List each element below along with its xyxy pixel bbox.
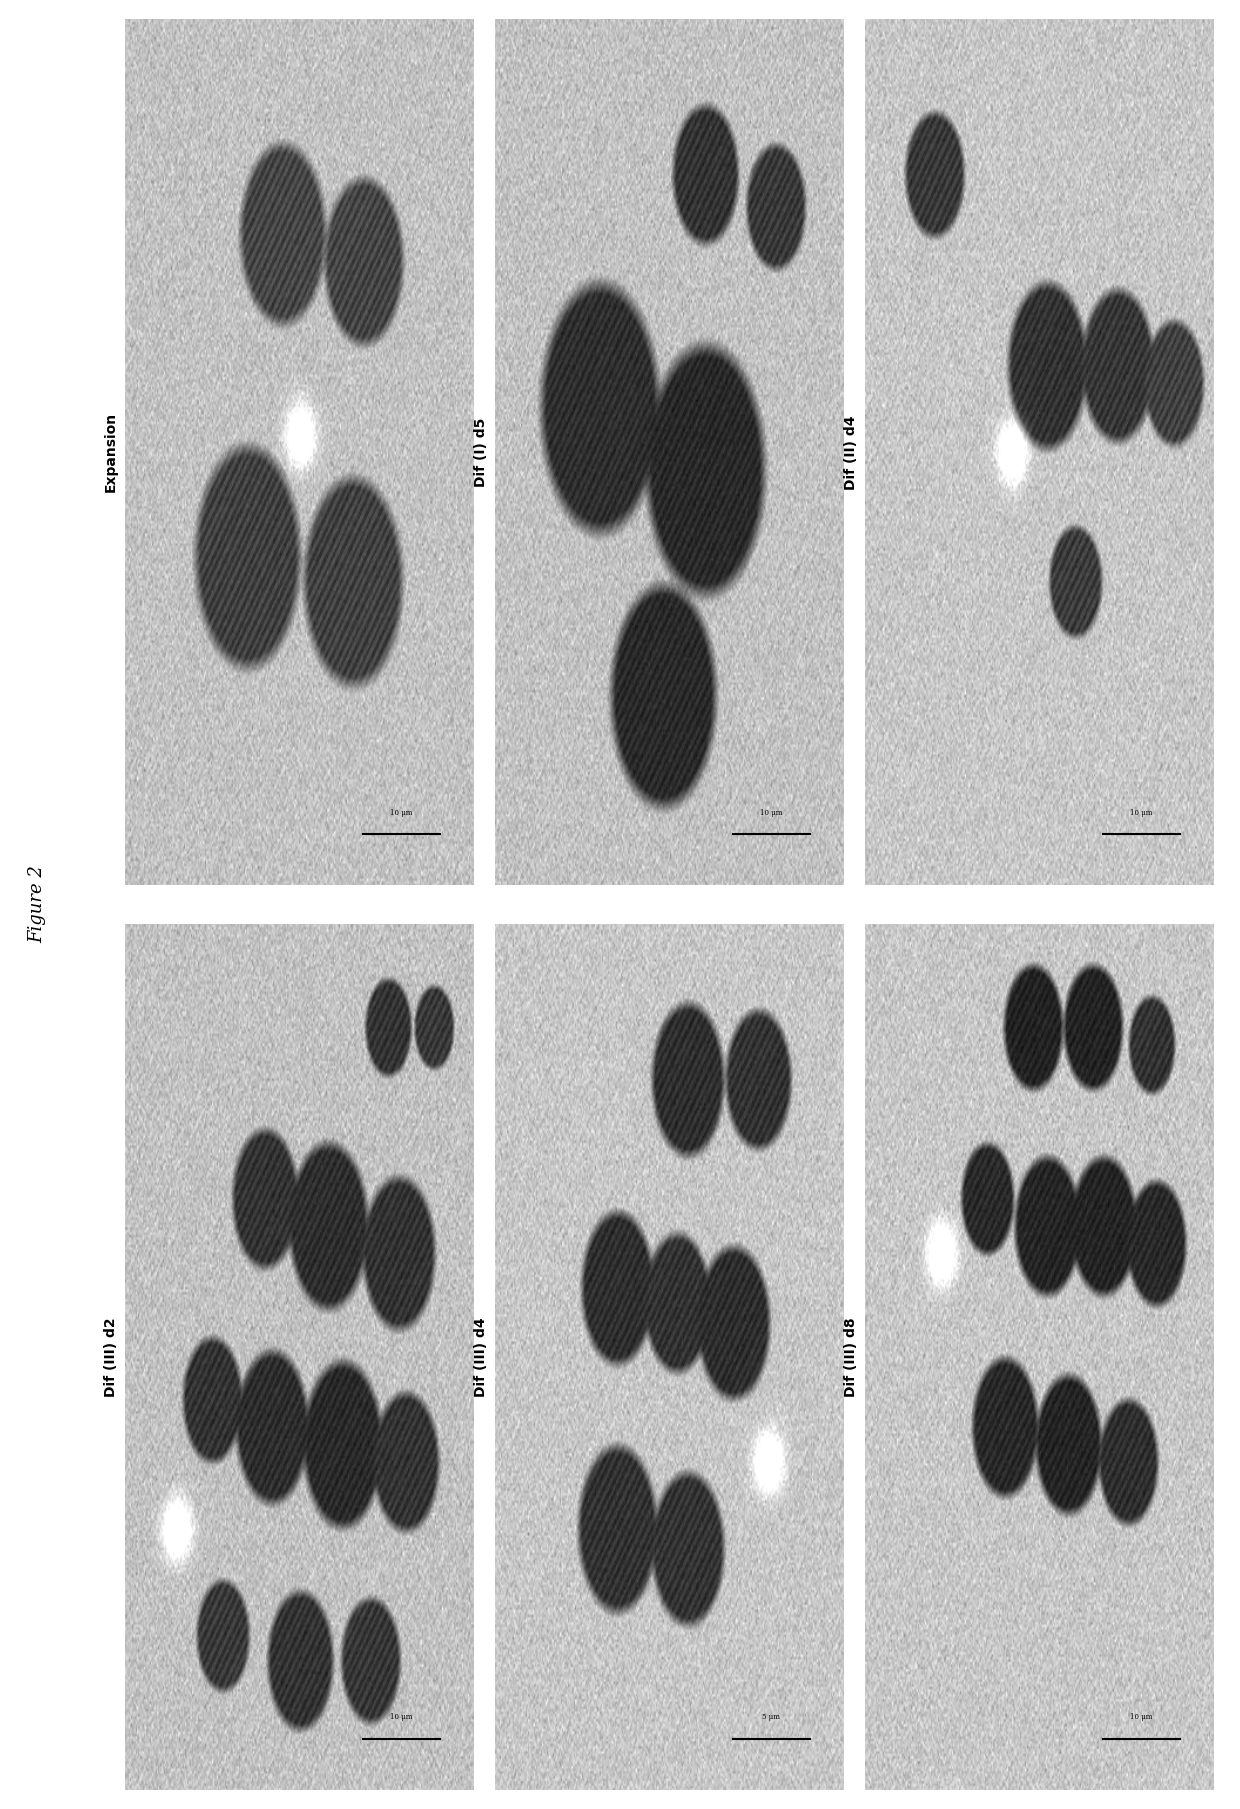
- Text: 10 μm: 10 μm: [1130, 809, 1153, 818]
- Text: Dif (III) d2: Dif (III) d2: [104, 1317, 118, 1397]
- Text: 10 μm: 10 μm: [391, 1713, 413, 1722]
- Text: 5 μm: 5 μm: [763, 1713, 780, 1722]
- Text: 10 μm: 10 μm: [760, 809, 782, 818]
- Text: Figure 2: Figure 2: [29, 865, 46, 944]
- Text: Expansion: Expansion: [104, 412, 118, 492]
- Text: 10 μm: 10 μm: [391, 809, 413, 818]
- Text: Dif (II) d4: Dif (II) d4: [843, 414, 858, 490]
- Text: Dif (I) d5: Dif (I) d5: [474, 418, 487, 487]
- Text: Dif (III) d4: Dif (III) d4: [474, 1317, 487, 1397]
- Text: Dif (III) d8: Dif (III) d8: [843, 1317, 858, 1397]
- Text: 10 μm: 10 μm: [1130, 1713, 1153, 1722]
